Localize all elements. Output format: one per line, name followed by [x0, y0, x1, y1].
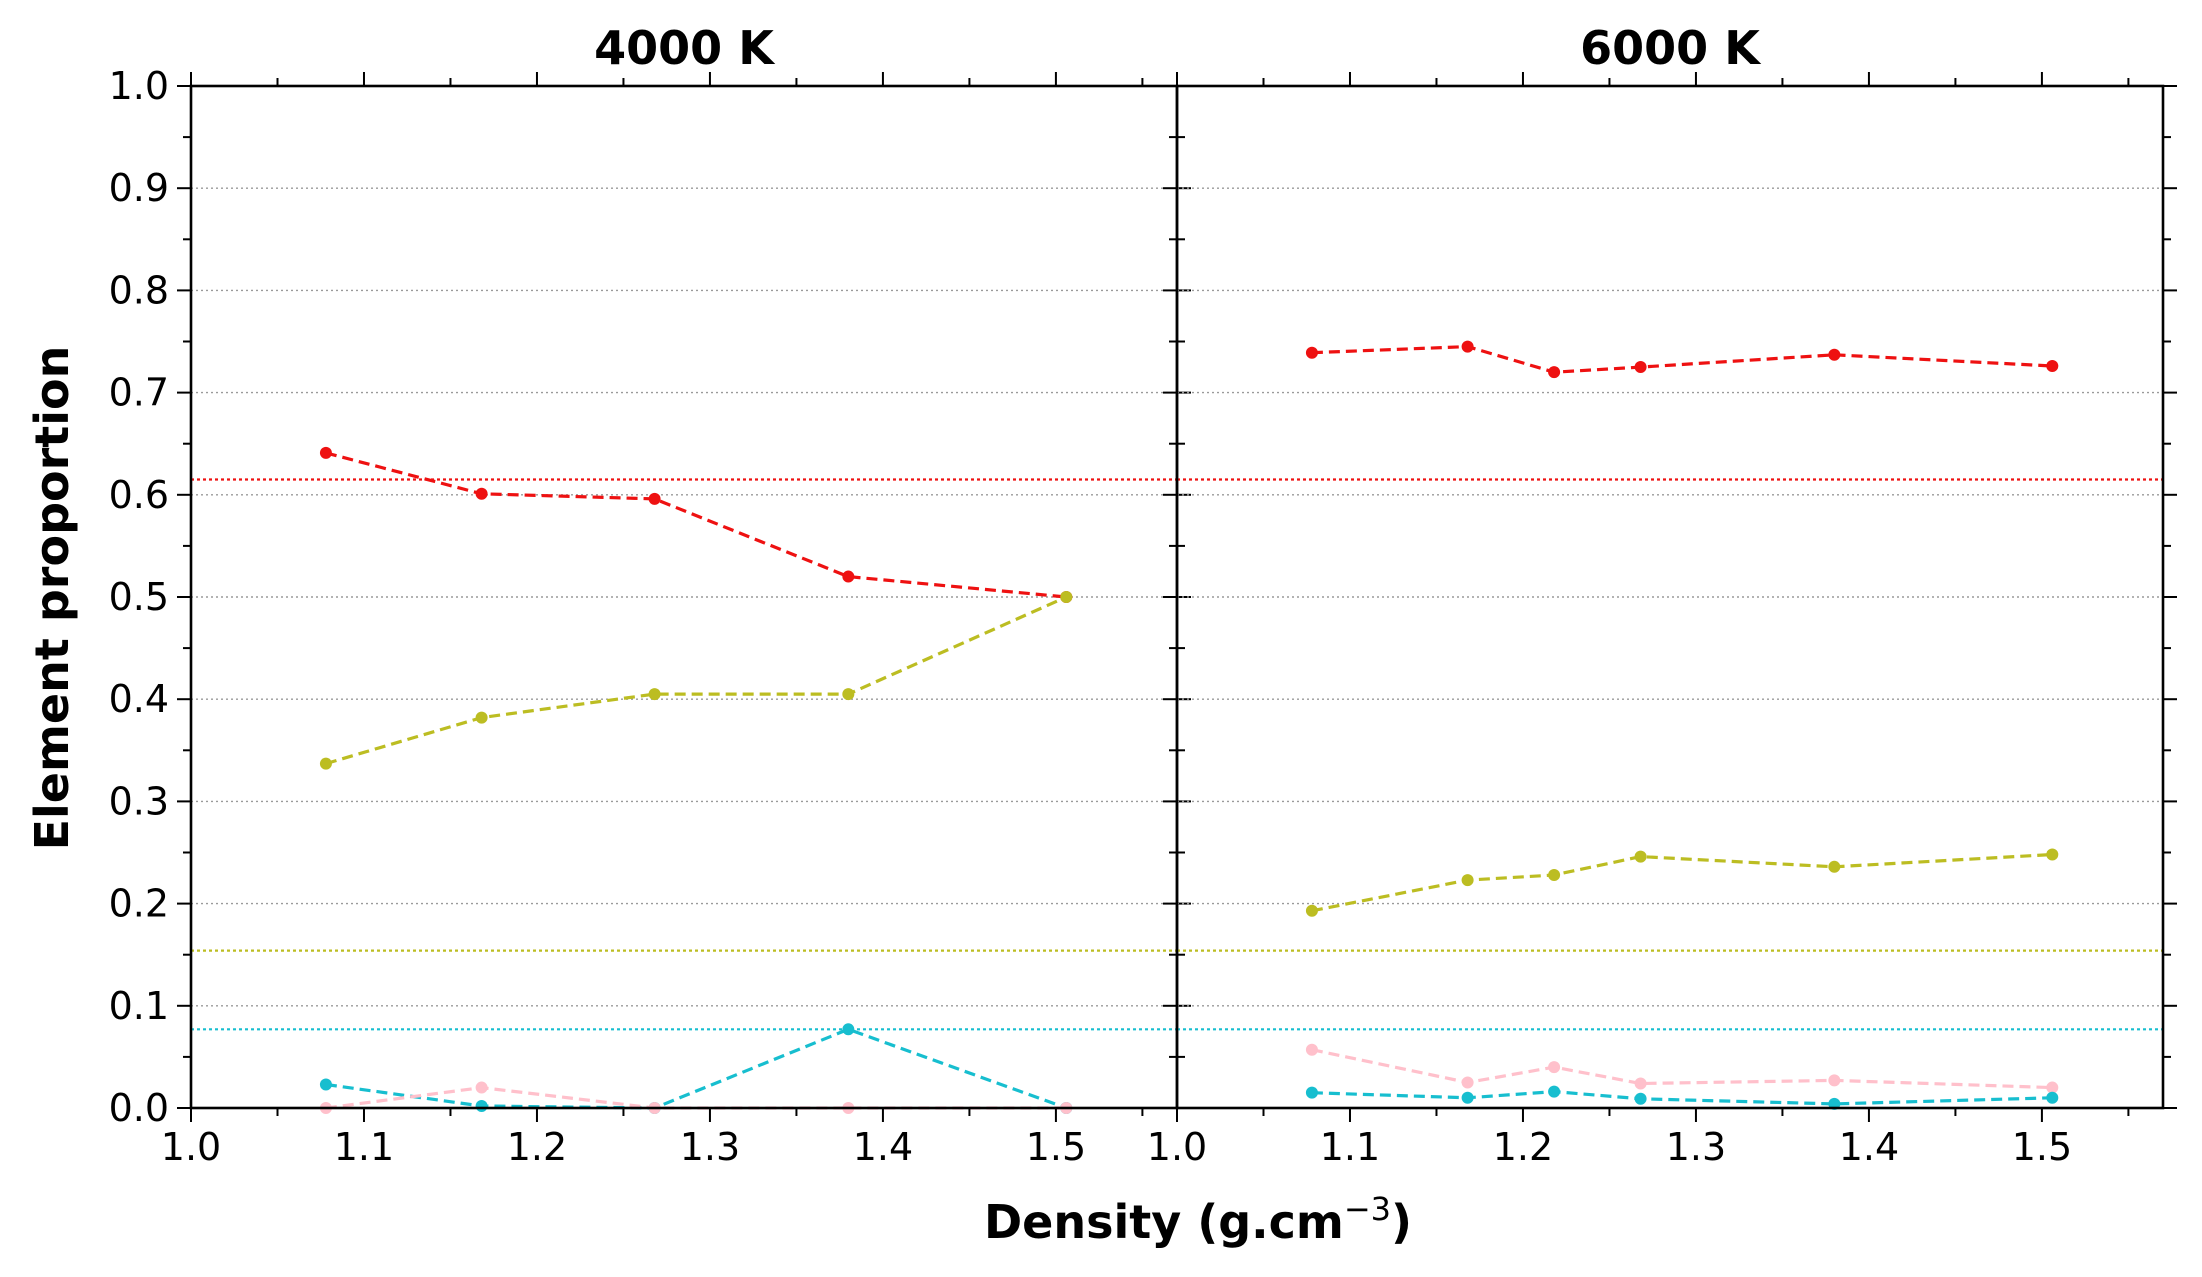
data-point	[475, 1081, 488, 1094]
data-point	[1305, 1043, 1318, 1056]
data-point	[1828, 860, 1841, 873]
x-axis-label-main: Density (g.cm	[984, 1195, 1344, 1249]
data-point	[1548, 1061, 1561, 1074]
series-line	[1311, 1048, 2053, 1090]
data-point	[1461, 340, 1474, 353]
x-tick-label: 1.4	[1839, 1125, 1899, 1169]
x-tick-label: 1.2	[507, 1125, 567, 1169]
y-tick-label: 0.9	[109, 166, 169, 210]
data-point	[1634, 1092, 1647, 1105]
series-4	[1305, 1085, 2059, 1110]
x-tick-label: 1.1	[1320, 1125, 1380, 1169]
x-tick-label: 1.3	[680, 1125, 740, 1169]
data-point	[842, 1023, 855, 1036]
series-line	[1311, 344, 2053, 374]
x-axis-label: Density (g.cm−3)	[984, 1190, 1412, 1249]
series-line	[325, 595, 1067, 766]
series-2	[319, 591, 1073, 770]
x-tick-label: 1.3	[1666, 1125, 1726, 1169]
data-point	[1305, 904, 1318, 917]
data-point	[2046, 360, 2059, 373]
data-point	[2046, 1081, 2059, 1094]
data-point	[2046, 1091, 2059, 1104]
series-2	[1305, 848, 2059, 917]
data-point	[648, 492, 661, 505]
data-point	[1548, 1085, 1561, 1098]
x-tick-label: 1.5	[1026, 1125, 1086, 1169]
data-point	[842, 570, 855, 583]
data-point	[842, 688, 855, 701]
panels-group: 0.00.10.20.30.40.50.60.70.80.91.01.0 1.1 1…	[109, 21, 2177, 1169]
y-tick-label: 0.7	[109, 371, 169, 415]
data-point	[319, 1078, 332, 1091]
x-tick-label: 1.5	[2012, 1125, 2072, 1169]
x-tick-label: 1.4	[853, 1125, 913, 1169]
y-tick-label: 0.3	[109, 779, 169, 823]
data-point	[475, 1099, 488, 1112]
data-point	[1461, 1091, 1474, 1104]
grid-lines	[1177, 187, 2163, 1007]
series-line	[325, 451, 1067, 599]
axes-group: 1.0 1.1 1.2 1.3 1.4 1.5	[1147, 72, 2177, 1169]
series-line	[1311, 852, 2053, 913]
grid-lines	[191, 187, 1177, 1007]
data-point	[1305, 1086, 1318, 1099]
data-point	[2046, 848, 2059, 861]
panel-title: 6000 K	[1580, 21, 1762, 75]
y-axis-label: Element proportion	[25, 346, 79, 851]
data-point	[1634, 361, 1647, 374]
y-tick-label: 0.8	[109, 268, 169, 312]
series-line	[1311, 1089, 2053, 1106]
reference-lines	[191, 478, 1177, 1031]
x-axis-label-end: )	[1391, 1195, 1412, 1249]
data-point	[1060, 591, 1073, 603]
y-tick-label: 0.5	[109, 575, 169, 619]
data-point	[1548, 868, 1561, 881]
x-tick-label: 1.0	[161, 1125, 221, 1169]
series-group	[1305, 340, 2059, 1110]
series-3	[1305, 1043, 2059, 1094]
panel-2: 1.0 1.1 1.2 1.3 1.4 1.5 6000 K	[1147, 21, 2177, 1169]
reference-lines	[1177, 478, 2163, 1031]
y-tick-label: 0.4	[109, 677, 169, 721]
data-point	[1461, 1076, 1474, 1089]
panel-title: 4000 K	[594, 21, 776, 75]
data-point	[319, 757, 332, 770]
x-axis-label-superscript: −3	[1344, 1190, 1391, 1228]
data-point	[1828, 1074, 1841, 1087]
data-point	[475, 487, 488, 500]
data-point	[1461, 874, 1474, 887]
data-point	[1634, 850, 1647, 863]
data-point	[648, 688, 661, 701]
y-tick-label: 0.2	[109, 882, 169, 926]
y-tick-label: 0.1	[109, 984, 169, 1028]
data-point	[1548, 366, 1561, 379]
x-tick-label: 1.1	[334, 1125, 394, 1169]
data-point	[1634, 1077, 1647, 1090]
data-point	[1305, 346, 1318, 359]
series-1	[1305, 340, 2059, 379]
y-tick-label: 0.0	[109, 1086, 169, 1130]
data-point	[319, 446, 332, 459]
x-tick-label: 1.0	[1147, 1125, 1207, 1169]
y-tick-label: 0.6	[109, 473, 169, 517]
data-point	[475, 711, 488, 724]
x-tick-label: 1.2	[1493, 1125, 1553, 1169]
data-point	[1828, 348, 1841, 361]
y-tick-label: 1.0	[109, 64, 169, 108]
